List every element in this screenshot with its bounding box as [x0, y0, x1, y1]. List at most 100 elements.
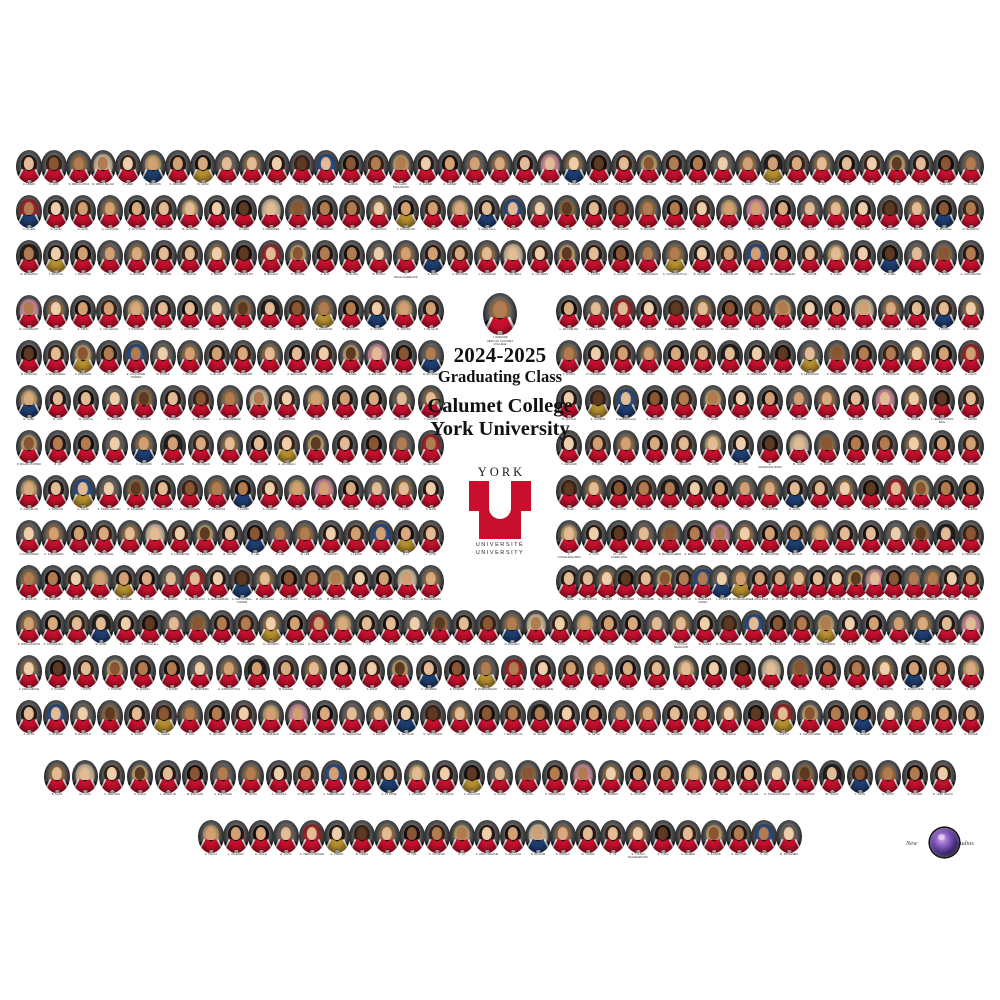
portrait-name-caption: N. ALSHARIF	[155, 228, 173, 231]
collar-shape	[97, 594, 103, 598]
graduation-sash	[137, 628, 163, 643]
portrait-oval	[378, 610, 404, 643]
portrait-name-caption: W. LEE	[300, 553, 310, 556]
collar-shape	[887, 269, 893, 273]
portrait-name-caption: R. ALLIN	[50, 228, 62, 231]
graduate-portrait: G. ICERION	[361, 430, 387, 467]
portrait-oval	[631, 520, 657, 553]
portrait-oval	[717, 340, 743, 373]
portrait-name-caption: M. BALIHA	[856, 228, 870, 231]
graduate-portrait: M. LEE	[267, 520, 293, 557]
collar-shape	[582, 639, 588, 643]
face-shape	[246, 156, 258, 170]
graduation-sash	[338, 313, 364, 328]
portrait-oval	[393, 240, 419, 273]
collar-shape	[333, 594, 339, 598]
face-shape	[320, 156, 332, 170]
graduate-portrait: A. BALATBAT	[823, 195, 849, 232]
graduate-portrait: R. COHEN	[43, 295, 69, 332]
portrait-name-caption: S. APSARLIAD	[396, 228, 416, 231]
graduation-sash	[636, 358, 662, 373]
collar-shape	[888, 369, 894, 373]
collar-shape	[844, 179, 850, 183]
collar-shape	[51, 179, 57, 183]
graduate-portrait: B. BOSSO	[366, 240, 392, 277]
portrait-oval	[123, 340, 149, 373]
portrait-name-caption: R. AHMED	[419, 183, 433, 186]
portrait-oval	[581, 520, 607, 553]
portrait-oval	[451, 610, 477, 643]
portrait-name-caption: R. BAID	[724, 228, 734, 231]
face-shape	[534, 246, 546, 260]
portrait-name-caption: S. HASSAN	[848, 418, 864, 421]
collar-shape	[662, 594, 668, 598]
graduate-portrait: M. BHAGAT	[258, 240, 284, 277]
collar-shape	[313, 459, 319, 463]
graduate-portrait: M. BALIHA	[850, 195, 876, 232]
portrait-name-caption: R. PANAMO	[504, 643, 520, 646]
portrait-oval	[88, 610, 114, 643]
collar-shape	[807, 324, 813, 328]
portrait-name-caption: G. CHOUDHURY	[960, 273, 982, 276]
portrait-oval	[606, 520, 632, 553]
graduate-portrait: L. DE FREITAS	[556, 295, 582, 332]
graduation-sash	[257, 313, 283, 328]
graduate-portrait: S. KAMALARAJAN	[96, 475, 122, 512]
graduate-portrait: A. MANABILU	[732, 520, 758, 557]
graduate-portrait: G. CRUZ	[230, 295, 256, 332]
face-shape	[750, 246, 762, 260]
collar-shape	[323, 179, 329, 183]
portrait-name-caption: G. BATTI	[104, 273, 116, 276]
portrait-oval	[185, 610, 211, 643]
collar-shape	[262, 594, 268, 598]
portrait-name-caption: T. ALI AZIZ	[939, 183, 953, 186]
portrait-oval	[824, 295, 850, 328]
collar-shape	[754, 369, 760, 373]
portrait-oval	[613, 430, 639, 463]
collar-shape	[699, 269, 705, 273]
graduate-portrait: P. KAUR	[284, 475, 310, 512]
portrait-oval	[64, 610, 90, 643]
collar-shape	[310, 594, 316, 598]
portrait-oval	[707, 475, 733, 508]
collar-shape	[150, 179, 156, 183]
face-shape	[265, 201, 277, 215]
collar-shape	[457, 224, 463, 228]
portrait-oval	[692, 610, 718, 643]
graduation-sash	[188, 448, 214, 463]
portrait-name-caption: F. DULA	[103, 373, 115, 376]
portrait-name-caption: R. AFANDI	[245, 183, 259, 186]
graduation-sash	[850, 213, 876, 228]
graduation-sash	[901, 448, 927, 463]
graduate-portrait: B. KROL	[933, 475, 959, 512]
portrait-name-caption: B. KROL	[940, 508, 952, 511]
collar-shape	[26, 369, 32, 373]
portrait-oval	[884, 150, 910, 183]
portrait-oval	[728, 385, 754, 418]
portrait-oval	[608, 240, 634, 273]
collar-shape	[313, 414, 319, 418]
portrait-name-caption: M. JAMAL	[792, 463, 806, 466]
graduation-sash	[608, 213, 634, 228]
portrait-name-caption: I. NIKOLI	[71, 643, 83, 646]
collar-shape	[742, 549, 748, 553]
portrait-oval	[43, 340, 69, 373]
graduate-portrait: M. MAHLIN	[782, 520, 808, 557]
portrait-oval	[500, 195, 526, 228]
collar-shape	[710, 414, 716, 418]
graduation-sash	[958, 358, 984, 373]
portrait-name-caption: A. MILCEWACIC	[420, 598, 442, 601]
graduation-sash	[910, 628, 936, 643]
graduate-portrait: P. AMINEREZ	[258, 195, 284, 232]
collar-shape	[321, 504, 327, 508]
graduation-sash	[958, 448, 984, 463]
portrait-name-caption: M. ONOFOMA	[334, 643, 352, 646]
graduate-portrait: G. BALOGAN	[877, 195, 903, 232]
portrait-oval	[757, 475, 783, 508]
graduation-sash	[418, 448, 444, 463]
graduation-sash	[16, 493, 42, 508]
portrait-oval	[631, 475, 657, 508]
graduation-sash	[418, 313, 444, 328]
portrait-name-caption: L. PARA	[554, 643, 566, 646]
graduation-sash	[97, 213, 123, 228]
